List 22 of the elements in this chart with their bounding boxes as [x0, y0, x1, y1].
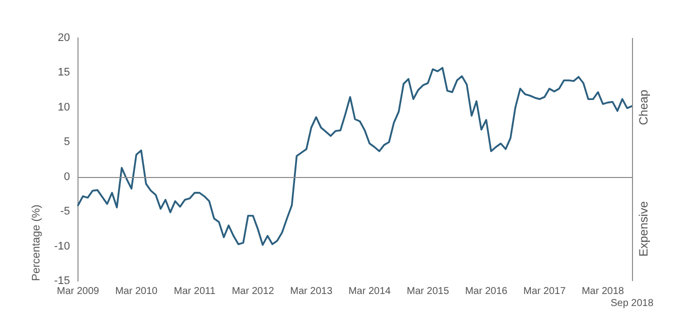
x-tick-label: Mar 2018	[582, 286, 624, 297]
y-tick-label: -15	[54, 275, 70, 288]
text: Expensive	[636, 200, 650, 257]
y-tick-label: 10	[58, 101, 70, 114]
x-tick-label: Sep 2018	[610, 298, 654, 309]
x-tick-label: Mar 2017	[523, 286, 566, 297]
x-tick-label: Mar 2009	[56, 286, 100, 297]
y-tick-label: 15	[58, 66, 70, 79]
text: Cheap	[636, 89, 650, 126]
y-tick-label: 20	[58, 32, 70, 44]
y-tick-label: 0	[64, 170, 70, 183]
y-tick-label: -5	[60, 206, 70, 218]
y-axis-title: Percentage (%)	[30, 204, 43, 281]
x-tick-label: Mar 2012	[232, 286, 275, 297]
x-tick-label: Mar 2015	[406, 286, 450, 297]
x-tick-label: Mar 2010	[115, 286, 158, 297]
x-tick-label: Mar 2013	[290, 286, 333, 297]
y-tick-label: 5	[64, 136, 70, 148]
x-tick-label: Mar 2014	[348, 286, 392, 297]
y-tick-label: -10	[54, 240, 70, 252]
x-tick-label: Mar 2011	[174, 286, 216, 297]
x-tick-label: Mar 2016	[465, 286, 508, 297]
